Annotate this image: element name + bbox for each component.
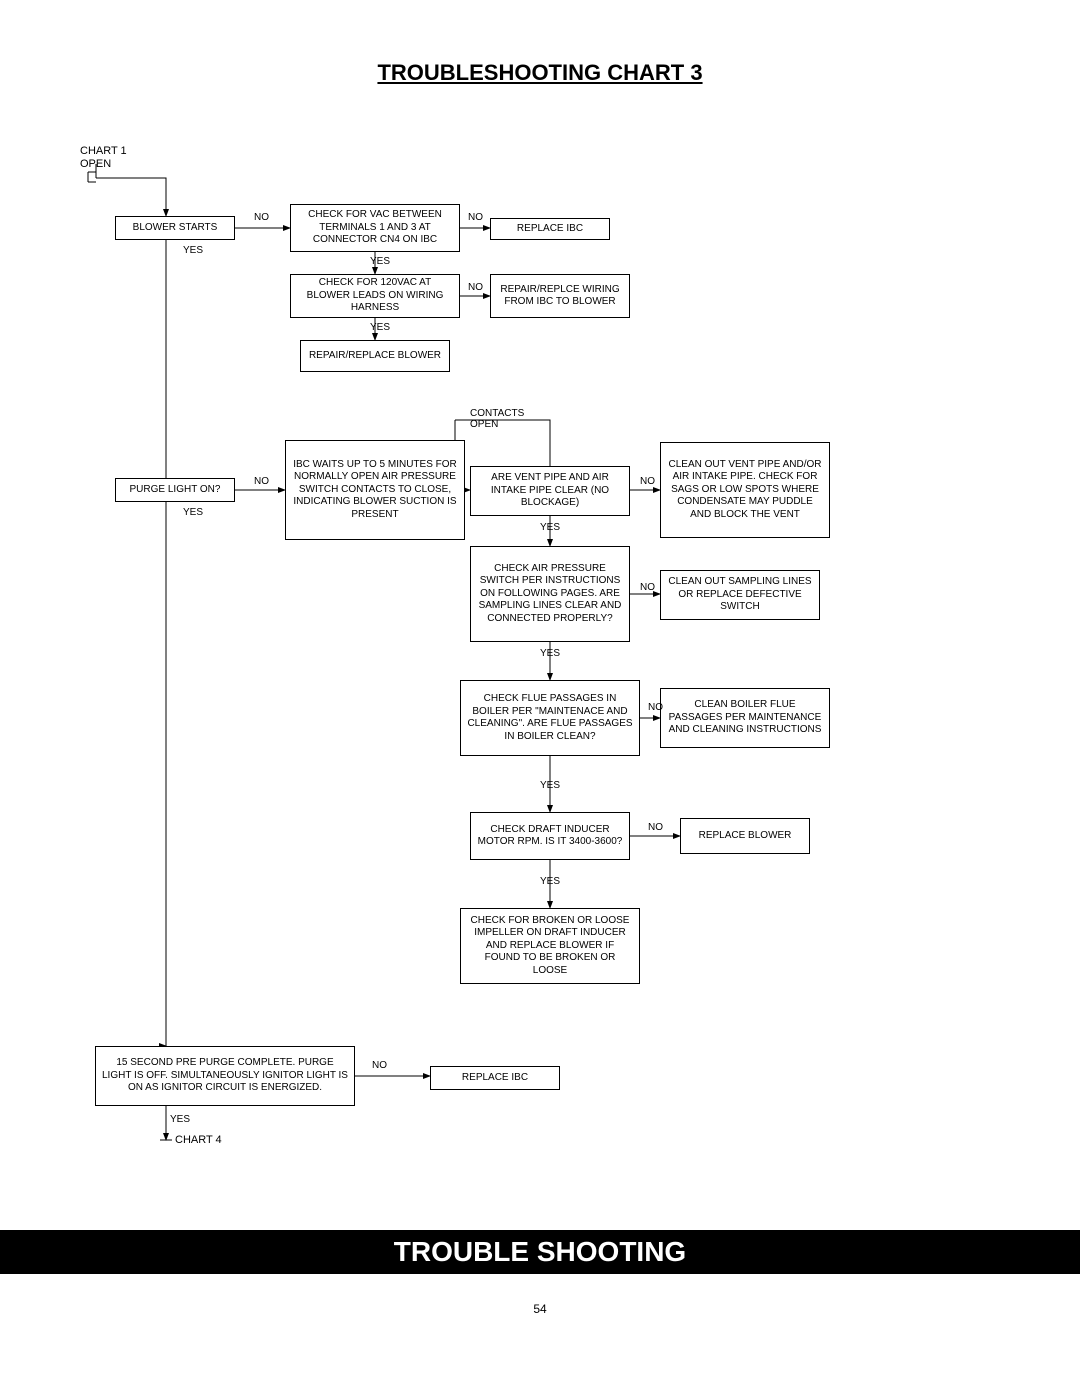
node-purge-light: PURGE LIGHT ON? [115, 478, 235, 502]
node-replace-ibc-2: REPLACE IBC [430, 1066, 560, 1090]
page-number: 54 [0, 1302, 1080, 1316]
node-repair-wiring: REPAIR/REPLCE WIRING FROM IBC TO BLOWER [490, 274, 630, 318]
label-l-yes-pp: YES [170, 1114, 190, 1125]
label-l-yes-p: YES [183, 507, 203, 518]
label-l-no-2: NO [468, 212, 483, 223]
node-replace-blower-2: REPLACE BLOWER [680, 818, 810, 854]
label-l-yes-s: YES [540, 648, 560, 659]
node-clean-sampling: CLEAN OUT SAMPLING LINES OR REPLACE DEFE… [660, 570, 820, 620]
node-check-air-sw: CHECK AIR PRESSURE SWITCH PER INSTRUCTIO… [470, 546, 630, 642]
label-l-contacts: CONTACTSOPEN [470, 408, 524, 430]
node-clean-flue: CLEAN BOILER FLUE PASSAGES PER MAINTENAN… [660, 688, 830, 748]
label-l-no-1: NO [254, 212, 269, 223]
label-l-no-f: NO [648, 702, 663, 713]
label-l-yes-v: YES [540, 522, 560, 533]
node-ibc-waits: IBC WAITS UP TO 5 MINUTES FOR NORMALLY O… [285, 440, 465, 540]
node-check-vac: CHECK FOR VAC BETWEEN TERMINALS 1 AND 3 … [290, 204, 460, 252]
label-l-no-3: NO [468, 282, 483, 293]
label-l-yes-2: YES [370, 322, 390, 333]
node-prepurge: 15 SECOND PRE PURGE COMPLETE. PURGE LIGH… [95, 1046, 355, 1106]
label-l-no-pp: NO [372, 1060, 387, 1071]
node-replace-ibc-1: REPLACE IBC [490, 218, 610, 240]
node-check-rpm: CHECK DRAFT INDUCER MOTOR RPM. IS IT 340… [470, 812, 630, 860]
node-vent-pipe: ARE VENT PIPE AND AIR INTAKE PIPE CLEAR … [470, 466, 630, 516]
label-l-no-r: NO [648, 822, 663, 833]
label-l-yes-1: YES [370, 256, 390, 267]
label-l-no-p: NO [254, 476, 269, 487]
node-repair-blower: REPAIR/REPLACE BLOWER [300, 340, 450, 372]
node-check-impeller: CHECK FOR BROKEN OR LOOSE IMPELLER ON DR… [460, 908, 640, 984]
footer-bar: TROUBLE SHOOTING [0, 1230, 1080, 1274]
label-l-yes-f: YES [540, 780, 560, 791]
node-check-120vac: CHECK FOR 120VAC AT BLOWER LEADS ON WIRI… [290, 274, 460, 318]
label-l-yes-r: YES [540, 876, 560, 887]
page: TROUBLESHOOTING CHART 3 CHART 1OPEN CHAR… [0, 0, 1080, 1397]
node-clean-vent: CLEAN OUT VENT PIPE AND/OR AIR INTAKE PI… [660, 442, 830, 538]
label-l-yes-m1: YES [183, 245, 203, 256]
footer-text: TROUBLE SHOOTING [394, 1236, 686, 1268]
node-blower-starts: BLOWER STARTS [115, 216, 235, 240]
label-l-no-s: NO [640, 582, 655, 593]
node-check-flue: CHECK FLUE PASSAGES IN BOILER PER "MAINT… [460, 680, 640, 756]
label-l-no-v: NO [640, 476, 655, 487]
